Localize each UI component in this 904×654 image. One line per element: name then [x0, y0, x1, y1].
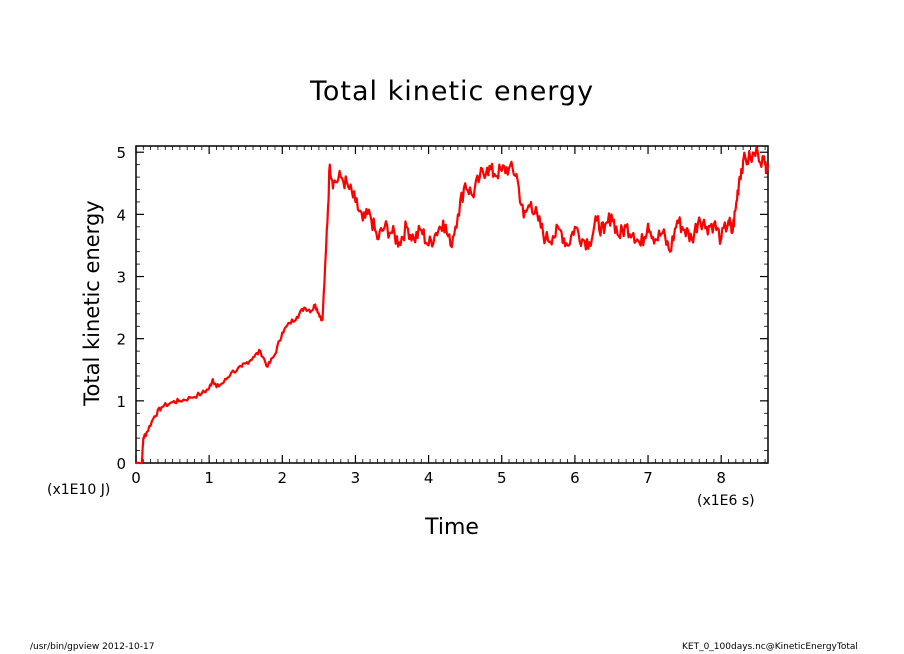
axis-tick-labels: 0 1 2 3 4 5 6 7 8 0 1 2 3 4 5 [116, 144, 726, 487]
y-tick-label: 0 [116, 455, 126, 473]
y-tick-label: 1 [116, 393, 126, 411]
axis-ticks [135, 146, 768, 464]
y-axis-unit: (x1E10 J) [47, 482, 111, 498]
series-line-kinetic-energy [135, 146, 770, 465]
x-tick-label: 6 [570, 469, 580, 487]
x-tick-label: 5 [497, 469, 507, 487]
chart-title: Total kinetic energy [309, 76, 595, 107]
y-tick-label: 2 [116, 331, 126, 349]
y-tick-label: 3 [116, 269, 126, 287]
y-tick-label: 5 [116, 144, 126, 162]
x-tick-label: 7 [643, 469, 653, 487]
x-tick-label: 0 [131, 469, 141, 487]
x-tick-label: 2 [278, 469, 288, 487]
x-tick-label: 8 [716, 469, 726, 487]
x-axis-label: Time [425, 515, 479, 540]
footer-program-date: /usr/bin/gpview 2012-10-17 [30, 642, 155, 652]
x-tick-label: 1 [204, 469, 214, 487]
x-axis-unit: (x1E6 s) [697, 493, 755, 509]
plot-frame [135, 145, 769, 464]
y-tick-label: 4 [116, 206, 126, 224]
y-axis-label: Total kinetic energy [80, 200, 104, 406]
x-tick-label: 3 [351, 469, 361, 487]
x-tick-label: 4 [424, 469, 434, 487]
footer-data-source: KET_0_100days.nc@KineticEnergyTotal [682, 642, 858, 652]
